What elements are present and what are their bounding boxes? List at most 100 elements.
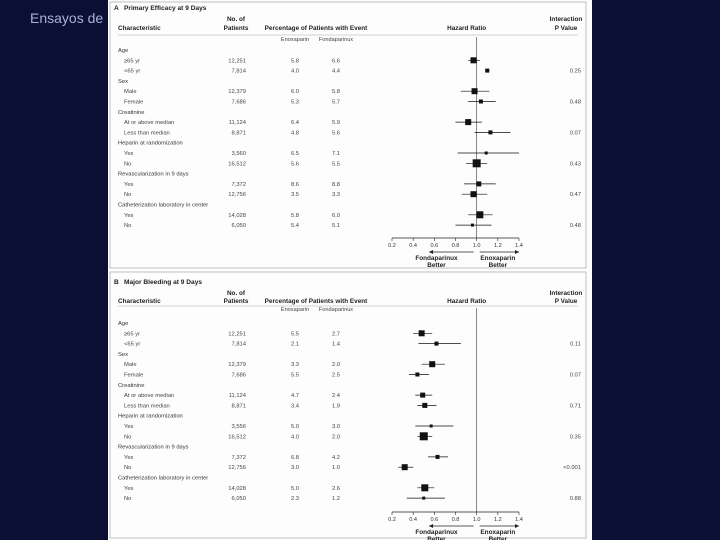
panel-b-direction-left-1: Fondaparinux (415, 529, 458, 536)
forest-plot-figure: A Primary Efficacy at 9 Days Characteristi… (108, 0, 592, 540)
panel-a-row-enoxaparin: 6.0 (291, 89, 299, 95)
panel-b-row-label: Male (124, 362, 137, 368)
panel-b-interaction-pvalue: 0.71 (570, 403, 581, 409)
panel-a-x-tick-label: 1.2 (494, 243, 502, 249)
panel-b-row-fondaparinux: 2.7 (332, 331, 340, 337)
panel-b-row-label: At or above median (124, 393, 174, 399)
panel-b-row-patients: 14,028 (228, 486, 246, 492)
panel-b-row-patients: 16,512 (228, 434, 246, 440)
panel-b-group-label: Creatinine (118, 383, 144, 389)
panel-a-row-label: Female (124, 100, 143, 106)
panel-b-row-label: No (124, 465, 131, 471)
panel-a-row-label: Less than median (124, 130, 170, 136)
panel-a-hr-marker (465, 119, 472, 126)
panel-a-row-patients: 8,871 (231, 130, 246, 136)
panel-b-row-patients: 7,372 (231, 455, 246, 461)
panel-a-row-patients: 11,124 (229, 120, 247, 126)
panel-b-row-patients: 7,814 (231, 342, 246, 348)
panel-a-row-enoxaparin: 5.4 (291, 223, 300, 229)
panel-b-row-enoxaparin: 5.5 (291, 373, 299, 379)
panel-b-direction-right-2: Better (489, 536, 508, 540)
panel-b-interaction-pvalue: 0.35 (570, 434, 581, 440)
panel-a-row-fondaparinux: 6.6 (332, 58, 340, 64)
panel-a-arrowhead-left (429, 250, 434, 254)
panel-a-group-label: Heparin at randomization (118, 141, 183, 147)
panel-a-interaction-pvalue: 0.48 (570, 100, 581, 106)
panel-b-row-patients: 6,050 (231, 496, 246, 502)
panel-b-row-enoxaparin: 3.4 (291, 403, 300, 409)
panel-a-row-label: At or above median (124, 120, 174, 126)
slide-title: Ensayos de (30, 10, 104, 26)
panel-b-x-tick-label: 0.2 (388, 517, 396, 523)
panel-a-hr-marker (471, 88, 478, 95)
panel-b-row-fondaparinux: 1.9 (332, 403, 340, 409)
panel-b-hr-marker (434, 341, 439, 346)
panel-b-row-label: Yes (124, 455, 134, 461)
panel-a-hr-marker (478, 99, 483, 104)
panel-b-row-label: Yes (124, 486, 134, 492)
panel-b-x-tick-label: 1.4 (515, 517, 523, 523)
panel-b-group-label: Heparin at randomization (118, 414, 183, 420)
panel-a-group-label: Creatinine (118, 110, 144, 116)
panel-b-header-characteristic: Characteristic (118, 298, 161, 305)
panel-a-x-tick-label: 1.4 (515, 243, 523, 249)
panel-a-header-patients-1: No. of (227, 16, 246, 23)
panel-b-header-enoxaparin: Enoxaparin (281, 307, 309, 313)
panel-a-row-fondaparinux: 5.7 (332, 100, 340, 106)
panel-a-row-enoxaparin: 5.6 (291, 161, 299, 167)
panel-a-direction-right-1: Enoxaparin (480, 255, 515, 262)
panel-b-row-enoxaparin: 5.0 (291, 424, 299, 430)
panel-a-interaction-pvalue: 0.07 (570, 130, 581, 136)
panel-a-row-label: Male (124, 89, 137, 95)
panel-b-row-fondaparinux: 2.4 (332, 393, 341, 399)
panel-a-x-tick-label: 0.8 (452, 243, 460, 249)
panel-a-row-enoxaparin: 5.3 (291, 100, 299, 106)
panel-b-hr-marker (422, 402, 428, 408)
panel-a-row-label: No (124, 223, 131, 229)
panel-b-x-tick-label: 1.2 (494, 517, 502, 523)
panel-a-hr-marker (476, 211, 484, 219)
panel-b-row-enoxaparin: 2.3 (291, 496, 299, 502)
panel-a-hr-marker (484, 151, 488, 155)
panel-b-header-percentage: Percentage of Patients with Event (265, 298, 369, 305)
panel-a-row-label: No (124, 192, 131, 198)
panel-b-row-fondaparinux: 2.0 (332, 434, 340, 440)
panel-b-letter: B (114, 279, 119, 286)
panel-b-hr-marker (422, 496, 426, 500)
panel-a-row-enoxaparin: 6.5 (291, 151, 299, 157)
panel-a-letter: A (114, 5, 119, 12)
panel-a-row-fondaparinux: 8.8 (332, 182, 340, 188)
panel-b-hr-marker (429, 424, 433, 428)
panel-b-group-label: Sex (118, 352, 128, 358)
panel-b-row-patients: 8,871 (231, 403, 246, 409)
panel-a-hr-marker (470, 57, 477, 64)
panel-a-row-label: Yes (124, 182, 134, 188)
panel-a-header-enoxaparin: Enoxaparin (281, 37, 309, 43)
panel-a-hr-marker (470, 223, 474, 227)
panel-b-hr-marker (419, 432, 428, 441)
panel-a-row-patients: 6,050 (231, 223, 246, 229)
panel-a-row-patients: 14,028 (228, 213, 246, 219)
panel-b-direction-right-1: Enoxaparin (480, 529, 515, 536)
panel-b-group-label: Catheterization laboratory in center (118, 476, 208, 482)
panel-a-header-interaction-1: Interaction (550, 16, 583, 23)
panel-a-hr-marker (470, 191, 477, 198)
panel-b-row-fondaparinux: 3.0 (332, 424, 340, 430)
panel-a-interaction-pvalue: 0.48 (570, 223, 581, 229)
panel-a-row-patients: 7,814 (231, 69, 246, 75)
panel-a-group-label: Age (118, 48, 128, 54)
panel-b-title: Major Bleeding at 9 Days (124, 279, 202, 286)
panel-b-group-label: Revascularization in 9 days (118, 445, 189, 451)
panel-b-arrowhead-left (429, 524, 434, 528)
panel-b-row-fondaparinux: 4.2 (332, 455, 340, 461)
panel-b-row-label: Less than median (124, 403, 170, 409)
panel-b-row-enoxaparin: 3.0 (291, 465, 299, 471)
panel-a-row-patients: 7,372 (231, 182, 246, 188)
panel-b-row-patients: 7,686 (231, 373, 246, 379)
panel-a-arrowhead-right (515, 250, 519, 254)
panel-a-hr-marker (488, 130, 493, 135)
panel-a-row-patients: 12,756 (228, 192, 246, 198)
panel-a-row-fondaparinux: 6.0 (332, 213, 340, 219)
panel-a-direction-right-2: Better (489, 262, 508, 269)
panel-b-row-label: No (124, 434, 131, 440)
